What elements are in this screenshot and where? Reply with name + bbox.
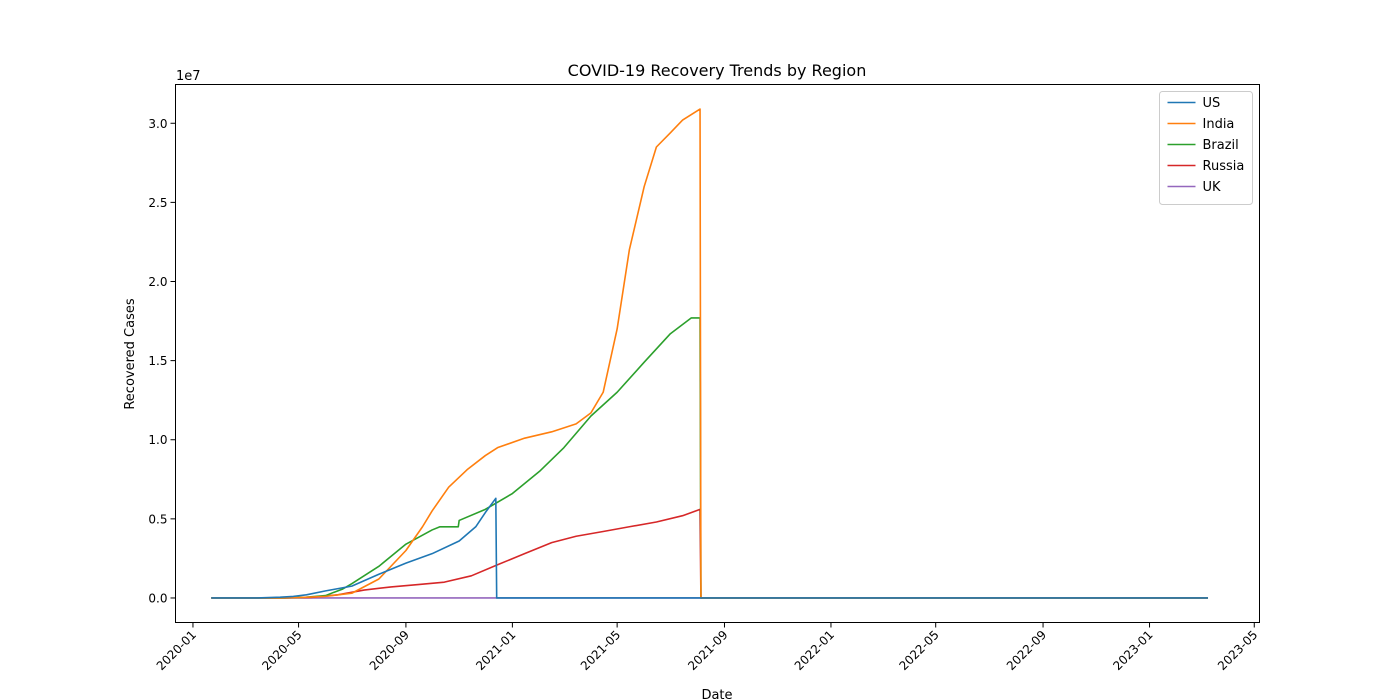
legend-label-uk: UK [1203,180,1222,195]
y-tick-label: 2.0 [148,275,167,289]
series-line-india [211,108,1209,599]
legend-box [1159,91,1253,205]
y-axis-label: Recovered Cases [123,298,138,409]
legend-label-us: US [1203,96,1221,111]
x-tick-label: 2023-01 [1110,628,1155,673]
x-tick-label: 2022-01 [792,628,837,673]
chart-title: COVID-19 Recovery Trends by Region [568,61,867,80]
plot-series [211,108,1209,599]
x-tick-label: 2022-05 [896,628,941,673]
y-axis-ticks: 0.0 0.5 1.0 1.5 2.0 2.5 3.0 [148,117,176,605]
legend-label-brazil: Brazil [1203,138,1239,153]
y-tick-label: 1.5 [148,354,167,368]
x-tick-label: 2022-09 [1004,628,1049,673]
y-tick-label: 1.0 [148,433,167,447]
y-tick-label: 0.0 [148,591,167,605]
x-tick-label: 2020-09 [367,628,412,673]
x-tick-label: 2023-05 [1215,628,1260,673]
y-axis-offset-label: 1e7 [176,69,201,84]
legend-label-india: India [1203,117,1235,132]
x-tick-label: 2021-05 [578,628,623,673]
x-axis-ticks: 2020-01 2020-05 2020-09 2021-01 2021-05 2021-… [154,622,1260,673]
series-line-us [211,497,1209,599]
series-line-brazil [211,317,1209,599]
y-tick-label: 0.5 [148,512,167,526]
x-tick-label: 2021-01 [473,628,518,673]
x-tick-label: 2020-05 [259,628,304,673]
series-line-russia [211,508,1209,599]
x-tick-label: 2021-09 [685,628,730,673]
x-axis-label: Date [701,688,732,700]
y-tick-label: 2.5 [148,196,167,210]
y-tick-label: 3.0 [148,117,167,131]
plot-frame [175,84,1260,623]
x-tick-label: 2020-01 [154,628,199,673]
legend: US India Brazil Russia UK [1159,91,1253,205]
legend-label-russia: Russia [1203,159,1245,174]
